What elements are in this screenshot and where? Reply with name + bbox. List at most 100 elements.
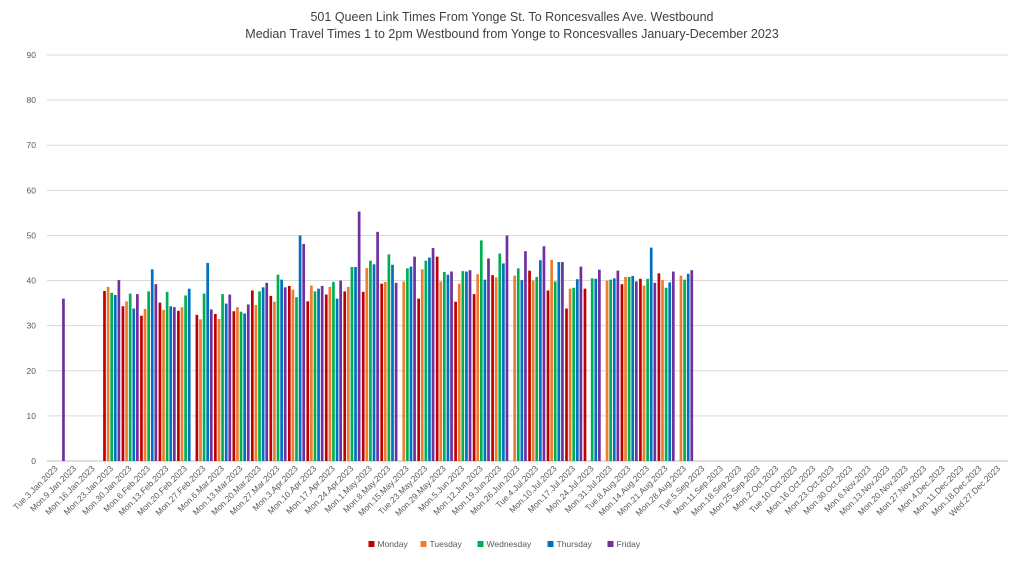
bar (246, 304, 250, 461)
bar (391, 264, 394, 461)
bar (273, 301, 276, 461)
bar (417, 298, 421, 461)
bar (354, 267, 357, 461)
bar (634, 281, 638, 461)
bar (154, 284, 158, 461)
bar (627, 276, 631, 461)
bar (686, 273, 690, 461)
bar (646, 278, 649, 461)
bar (516, 268, 520, 461)
bar (550, 259, 553, 461)
bar (106, 286, 110, 461)
y-tick-label: 60 (27, 185, 37, 195)
bar (561, 262, 564, 461)
bar (446, 274, 450, 461)
bar (310, 285, 313, 461)
legend-label: Friday (617, 539, 641, 549)
bar (483, 279, 487, 461)
bar (283, 287, 287, 461)
legend-swatch (368, 541, 375, 547)
bar (365, 267, 369, 461)
bar (612, 278, 616, 461)
chart-subtitle: Median Travel Times 1 to 2pm Westbound f… (245, 27, 778, 41)
bar (649, 247, 653, 461)
bar (62, 298, 65, 461)
bar (594, 278, 598, 461)
bar (172, 307, 176, 461)
bar (180, 307, 184, 461)
bar (121, 306, 125, 461)
y-tick-label: 90 (27, 50, 37, 60)
bar (609, 279, 613, 461)
bar (328, 286, 332, 461)
bar (380, 283, 384, 461)
bar (162, 309, 165, 461)
bar (169, 306, 173, 461)
bar (454, 301, 457, 461)
bar (538, 260, 542, 461)
bar (317, 288, 320, 461)
bar (125, 301, 128, 461)
bar (528, 270, 531, 461)
legend-swatch (420, 541, 427, 547)
bar (553, 281, 557, 461)
bar (598, 269, 601, 461)
bar (631, 276, 635, 461)
bar (531, 280, 535, 461)
y-tick-label: 80 (27, 95, 37, 105)
bar (357, 211, 361, 461)
bar (280, 279, 283, 461)
bar (479, 240, 483, 461)
bar (376, 231, 379, 461)
bar (491, 275, 494, 461)
y-axis-ticks: 0 10 20 30 40 50 60 70 80 90 (27, 50, 37, 466)
bar (572, 287, 576, 461)
bar (261, 287, 265, 461)
bar (494, 277, 498, 461)
bar (476, 274, 480, 461)
bar (324, 294, 328, 461)
bar (239, 311, 243, 461)
bar (450, 271, 453, 461)
bar (457, 283, 461, 461)
bar (265, 282, 269, 461)
y-tick-label: 50 (27, 230, 37, 240)
legend-swatch (547, 541, 554, 547)
bar (343, 291, 347, 461)
bar (524, 251, 527, 461)
bar (439, 281, 443, 461)
bar (668, 282, 672, 461)
bar (428, 257, 431, 461)
y-tick-label: 40 (27, 276, 37, 286)
bar (350, 267, 354, 461)
bar (195, 314, 199, 461)
bar (269, 295, 273, 461)
chart-title: 501 Queen Link Times From Yonge St. To R… (310, 10, 713, 24)
bar (498, 253, 502, 461)
bar (287, 285, 291, 461)
bar (110, 292, 114, 461)
bar (387, 254, 391, 461)
bar (639, 278, 642, 461)
bar (295, 297, 298, 461)
bar (402, 281, 406, 461)
bar (361, 291, 365, 461)
legend-label: Tuesday (430, 539, 463, 549)
bar (546, 290, 550, 461)
bar (206, 262, 210, 461)
legend-label: Wednesday (487, 539, 532, 549)
legend-label: Monday (378, 539, 409, 549)
bar (335, 298, 339, 461)
bar (583, 288, 587, 461)
bar (250, 290, 254, 461)
x-axis-ticks: Tue.3.Jan.2023Mon.9.Jan.2023Mon.16.Jan.2… (11, 463, 1002, 518)
bar (128, 293, 132, 461)
bar (221, 294, 224, 461)
bar (302, 244, 306, 461)
bar (187, 288, 191, 461)
bars (62, 211, 694, 461)
bar (199, 319, 202, 461)
bar (339, 280, 343, 461)
bar (653, 282, 657, 461)
